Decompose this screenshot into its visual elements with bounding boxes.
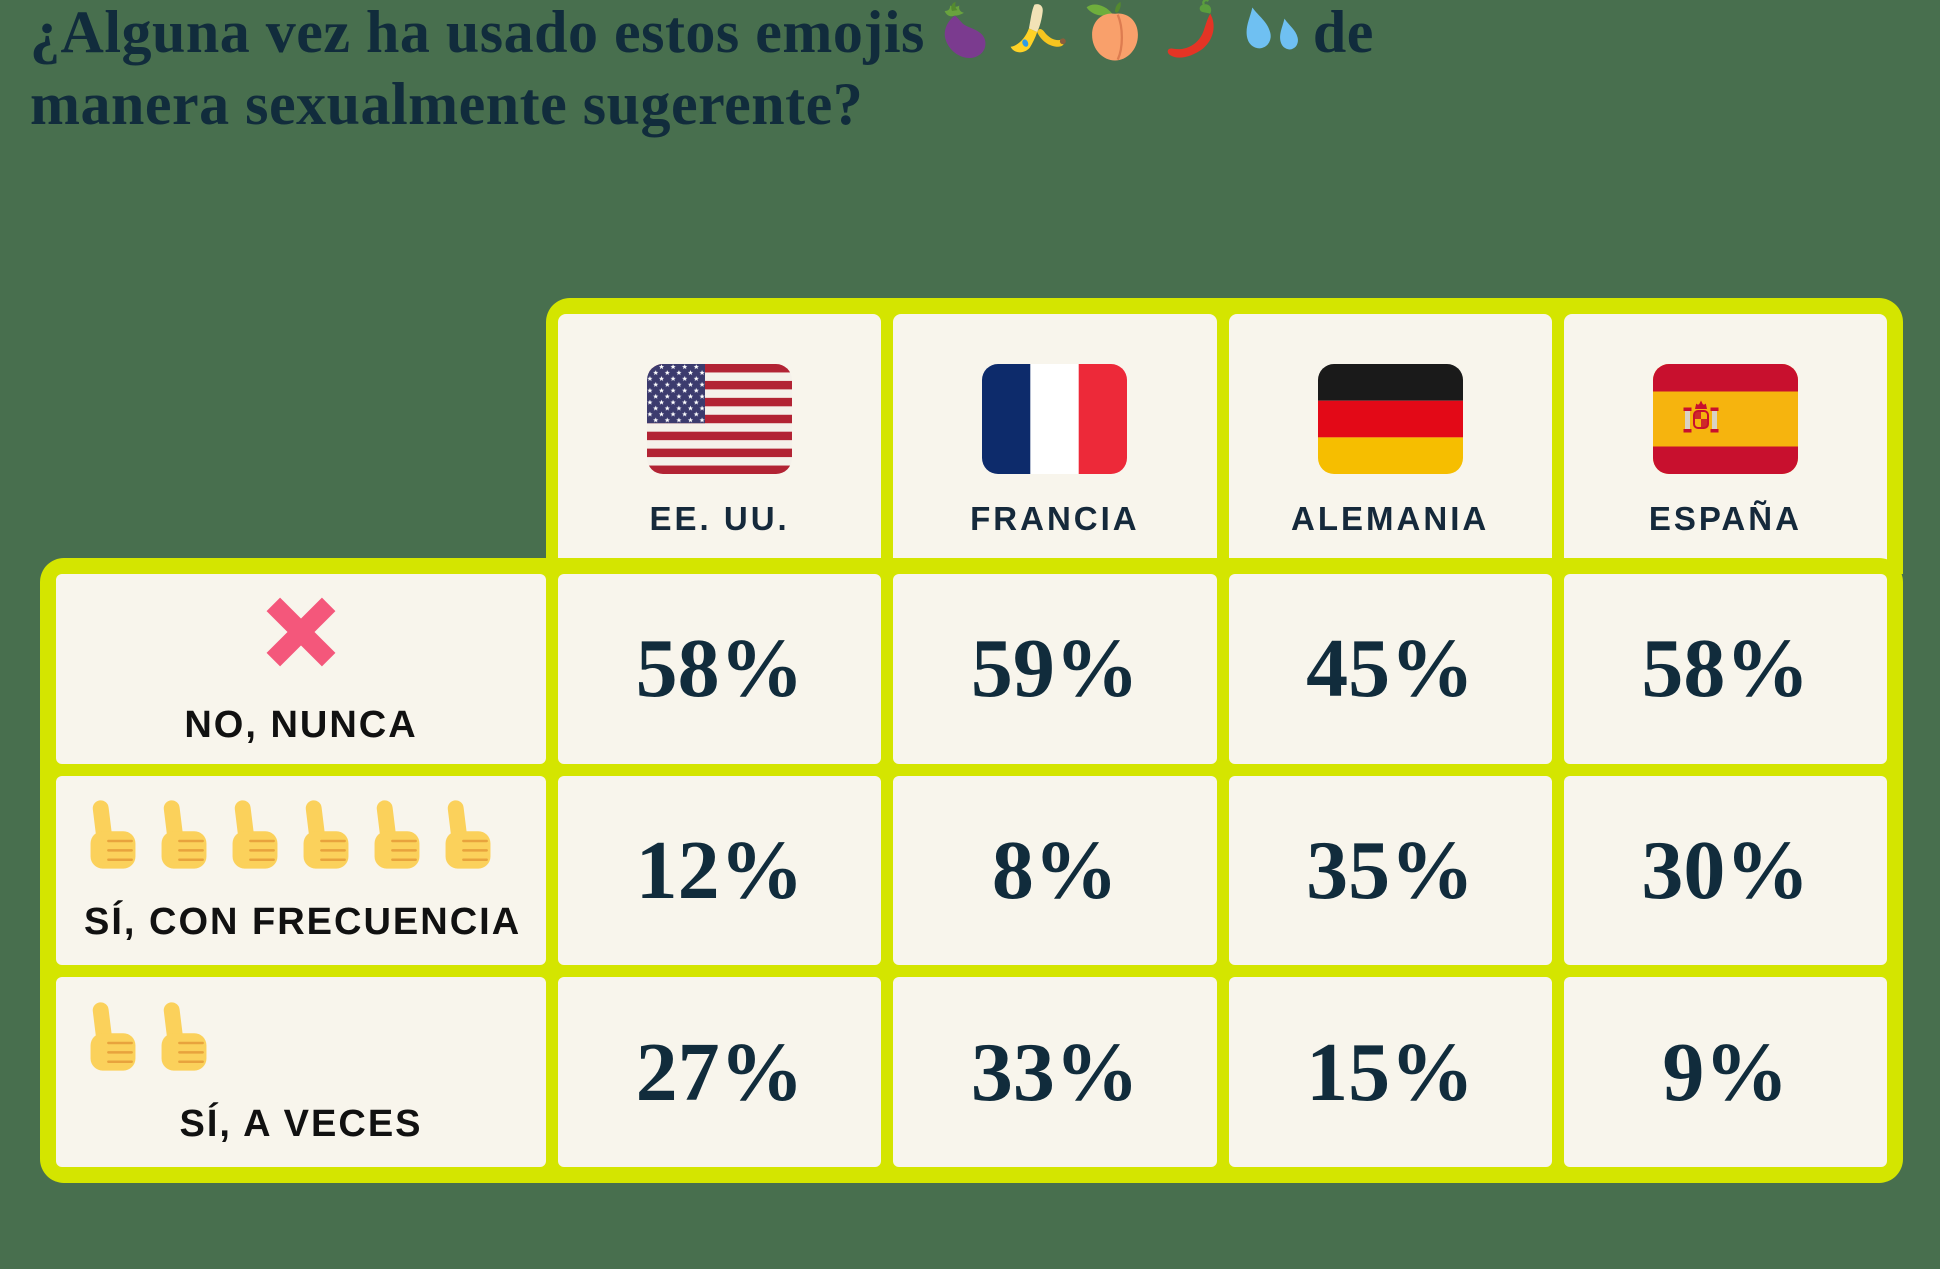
page-title: ¿Alguna vez ha usado estos emojis de mane…: [30, 0, 1550, 140]
title-text-1: ¿Alguna vez ha usado estos emojis: [30, 0, 925, 65]
france-flag-icon: [982, 364, 1127, 474]
header-cell-alemania: ALEMANIA: [1228, 314, 1552, 574]
value-cell: 15%: [1228, 977, 1552, 1167]
row-label-cell-no-nunca: NO, NUNCA: [56, 574, 546, 764]
header-cell-ee-uu: EE. UU.: [558, 314, 882, 574]
peach-icon: [1082, 0, 1148, 66]
row-label: NO, NUNCA: [184, 704, 418, 747]
value-cell: 35%: [1228, 775, 1552, 966]
row-icons: [84, 999, 518, 1073]
value-cell: 58%: [1563, 574, 1887, 764]
row-icons: [84, 590, 518, 674]
sweat-droplets-icon: [1234, 4, 1308, 66]
thumbs-up-icon: [84, 797, 142, 871]
value-cell: 59%: [893, 574, 1217, 764]
table-header: EE. UU. FRANCIA ALEMANIA ESPAÑA: [546, 298, 1903, 574]
column-label: ESPAÑA: [1648, 500, 1802, 537]
value-cell: 12%: [558, 775, 882, 966]
value-cell: 45%: [1228, 574, 1552, 764]
spain-flag-icon: [1653, 364, 1798, 474]
us-flag-icon: [647, 364, 792, 474]
value-cell: 8%: [893, 775, 1217, 966]
header-cell-francia: FRANCIA: [893, 314, 1217, 574]
thumbs-up-icon: [226, 797, 284, 871]
row-icons: [84, 797, 518, 871]
thumbs-up-icon: [84, 999, 142, 1073]
column-label: FRANCIA: [970, 500, 1140, 537]
thumbs-up-icon: [155, 999, 213, 1073]
title-text-2: de: [1312, 0, 1374, 65]
row-label-cell-si-con-frecuencia: SÍ, CON FRECUENCIA: [56, 775, 546, 966]
thumbs-up-icon: [368, 797, 426, 871]
value-cell: 33%: [893, 977, 1217, 1167]
value-cell: 27%: [558, 977, 882, 1167]
column-label: ALEMANIA: [1291, 500, 1490, 537]
thumbs-up-icon: [155, 797, 213, 871]
banana-icon: [1006, 0, 1072, 66]
thumbs-up-icon: [297, 797, 355, 871]
value-cell: 30%: [1563, 775, 1887, 966]
column-label: EE. UU.: [649, 500, 790, 537]
hot-pepper-icon: [1158, 0, 1224, 66]
row-label: SÍ, CON FRECUENCIA: [84, 900, 522, 943]
value-cell: 58%: [558, 574, 882, 764]
header-cell-espana: ESPAÑA: [1563, 314, 1887, 574]
thumbs-up-icon: [439, 797, 497, 871]
row-label: SÍ, A VECES: [179, 1102, 423, 1145]
value-cell: 9%: [1563, 977, 1887, 1167]
table-body: NO, NUNCA 58% 59% 45% 58% SÍ, CON FRECUE…: [40, 558, 1903, 1183]
germany-flag-icon: [1318, 364, 1463, 474]
row-label-cell-si-a-veces: SÍ, A VECES: [56, 977, 546, 1167]
title-text-line2: manera sexualmente sugerente?: [30, 71, 864, 137]
eggplant-icon: [930, 0, 996, 66]
cross-mark-icon: [259, 590, 343, 674]
